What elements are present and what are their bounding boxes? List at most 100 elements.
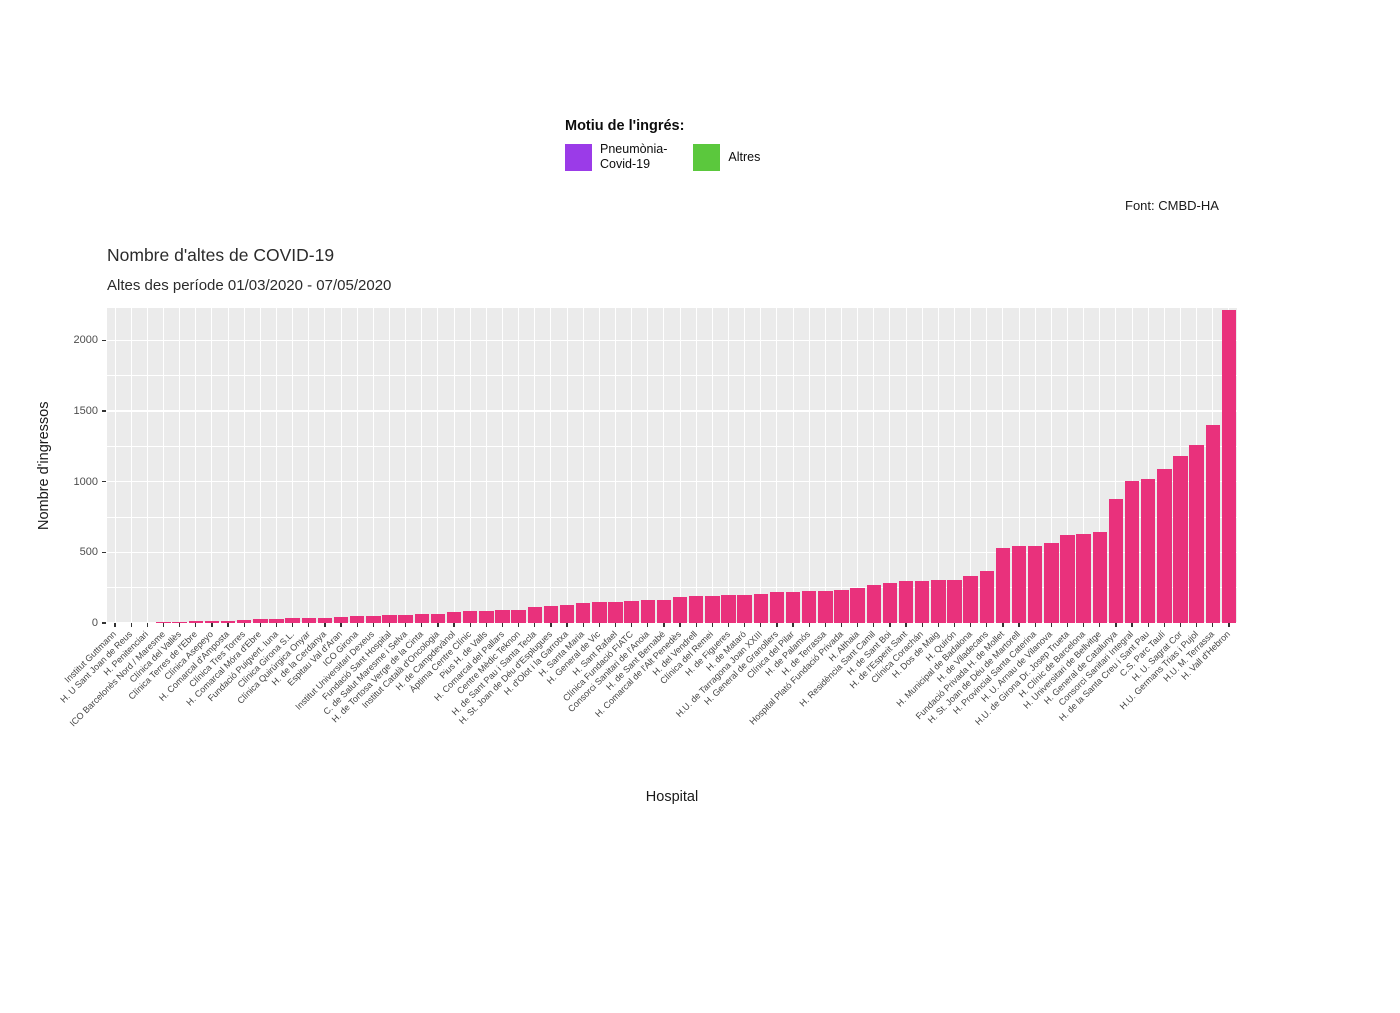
gridline-vertical [728,308,729,623]
bar [366,615,381,623]
x-tick-mark [792,623,794,627]
gridline-vertical [598,308,600,623]
gridline-minor [107,587,1237,589]
x-tick-mark [921,623,923,627]
gridline-vertical [1002,308,1004,623]
x-tick-mark [727,623,730,627]
x-tick-mark [501,623,504,627]
gridline-minor [107,516,1237,518]
bar [721,595,736,623]
bar [1027,545,1043,623]
x-tick-mark [1099,623,1101,627]
gridline-vertical [453,308,455,623]
x-tick-mark [388,623,391,627]
bar [656,599,672,623]
x-tick-mark [146,623,148,627]
bar [430,613,446,623]
x-tick-mark [195,623,197,627]
bar [1157,469,1172,623]
bar [705,595,720,623]
x-tick-mark [1131,623,1133,627]
bar [624,601,639,623]
gridline-vertical [615,308,616,623]
y-tick-mark [102,410,106,412]
gridline-vertical [485,308,487,623]
x-tick-mark [582,623,584,627]
bar [995,548,1011,623]
x-tick-mark [566,623,568,627]
gridline-major [107,481,1237,483]
bar [269,618,284,623]
gridline-vertical [518,308,520,623]
x-tick-mark [630,623,633,627]
x-tick-mark [485,623,487,627]
gridline-vertical [921,308,923,623]
x-tick-mark [259,623,261,627]
x-tick-mark [227,623,229,627]
x-tick-mark [824,623,826,627]
bar [123,622,139,623]
bar [1076,534,1091,623]
bar [172,621,187,623]
bar [446,612,462,623]
bar [1124,481,1140,623]
bar [1044,543,1059,623]
legend-label-pneumonia-covid19: Pneumònia- Covid-19 [600,142,668,171]
y-tick-mark [102,339,106,342]
bar [1205,425,1221,623]
gridline-major [107,622,1237,623]
bar [963,576,978,623]
x-tick-mark [856,623,859,627]
x-tick-mark [1179,623,1182,627]
gridline-vertical [179,308,181,623]
legend-items: Pneumònia- Covid-19 Altres [565,142,760,172]
y-tick-label: 2000 [73,334,98,347]
gridline-vertical [905,308,907,623]
gridline-vertical [276,308,277,623]
gridline-vertical [873,308,875,623]
gridline-vertical [663,308,665,623]
bar [527,607,543,623]
bar [479,610,494,623]
gridline-vertical [647,308,649,623]
gridline-vertical [744,308,746,623]
x-tick-mark [905,623,907,627]
bar [511,609,526,623]
x-tick-mark [372,623,374,627]
bar [495,610,510,623]
gridline-vertical [1131,308,1133,623]
gridline-vertical [857,308,859,623]
x-tick-mark [969,623,972,627]
bar [414,614,430,623]
x-tick-mark [986,623,988,627]
gridline-vertical [711,308,713,623]
gridline-minor [107,446,1237,447]
gridline-vertical [824,308,826,623]
x-tick-mark [953,623,956,627]
bar [543,606,559,623]
gridline-vertical [437,308,439,623]
bar [140,622,155,623]
x-tick-mark [550,623,552,627]
gridline-vertical [227,308,229,623]
x-tick-mark [1034,623,1036,627]
legend-swatch-pneumonia-covid19 [565,143,592,171]
bar [236,620,252,623]
gridline-vertical [970,308,972,623]
gridline-major [107,339,1237,342]
gridline-vertical [841,308,842,623]
gridline-vertical [146,308,148,623]
gridline-vertical [582,308,584,623]
gridline-vertical [954,308,955,623]
x-tick-mark [743,623,746,627]
gridline-vertical [1067,308,1068,623]
bar [931,580,946,623]
gridline-vertical [292,308,294,623]
source-note: Font: CMBD-HA [1125,198,1219,213]
gridline-vertical [1018,308,1020,623]
x-tick-mark [695,623,697,627]
gridline-vertical [163,308,164,623]
x-tick-mark [937,623,939,627]
x-tick-mark [291,623,294,627]
